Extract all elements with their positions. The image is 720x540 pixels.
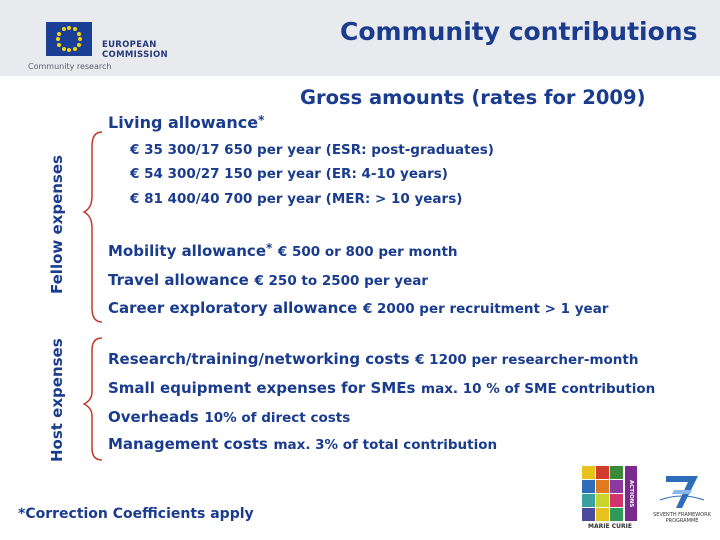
- eu-star-icon: [61, 27, 66, 32]
- mc-tile: [582, 466, 595, 479]
- eu-star-icon: [72, 27, 77, 32]
- overheads-row: Overheads 10% of direct costs: [108, 407, 350, 426]
- mobility-allowance-label: Mobility allowance: [108, 242, 266, 260]
- eu-star-icon: [61, 46, 66, 51]
- mc-side-label: ACTIONS: [625, 466, 637, 521]
- org-line1: EUROPEAN: [102, 40, 157, 50]
- eu-star-icon: [78, 37, 82, 41]
- management-row: Management costs max. 3% of total contri…: [108, 434, 497, 453]
- mc-tile: [596, 494, 609, 507]
- eu-star-icon: [67, 26, 71, 30]
- fp7-logo: [659, 476, 705, 508]
- travel-allowance-row: Travel allowance € 250 to 2500 per year: [108, 270, 428, 289]
- community-research-label: Community research: [28, 62, 112, 71]
- mc-tile: [596, 466, 609, 479]
- page-subtitle: Gross amounts (rates for 2009): [300, 86, 646, 109]
- eu-star-icon: [72, 46, 77, 51]
- header-band: [0, 0, 720, 76]
- research-costs-row: Research/training/networking costs € 120…: [108, 349, 638, 368]
- living-allowance-label: Living allowance*: [108, 113, 264, 132]
- eu-star-icon: [56, 37, 60, 41]
- mc-tile: [610, 480, 623, 493]
- mobility-allowance-row: Mobility allowance* € 500 or 800 per mon…: [108, 241, 458, 260]
- page-title: Community contributions: [340, 17, 698, 46]
- overheads-label: Overheads: [108, 408, 199, 426]
- equipment-row: Small equipment expenses for SMEs max. 1…: [108, 378, 655, 397]
- host-brace: [82, 337, 103, 461]
- eu-star-icon: [67, 48, 71, 52]
- travel-allowance-label: Travel allowance: [108, 271, 249, 289]
- career-allowance-label: Career exploratory allowance: [108, 299, 358, 317]
- section-braces: [82, 131, 103, 461]
- fellow-brace: [82, 131, 103, 323]
- eu-commission-wordmark: EUROPEAN COMMISSION: [102, 40, 168, 60]
- research-costs-label: Research/training/networking costs: [108, 350, 410, 368]
- footnote: *Correction Coefficients apply: [18, 506, 254, 522]
- career-allowance-row: Career exploratory allowance € 2000 per …: [108, 298, 608, 317]
- mobility-asterisk: *: [266, 241, 273, 255]
- mc-tile: [582, 508, 595, 521]
- living-rate-er: € 54 300/27 150 per year (ER: 4-10 years…: [130, 166, 448, 182]
- living-rate-esr: € 35 300/17 650 per year (ESR: post-grad…: [130, 142, 494, 158]
- management-label: Management costs: [108, 435, 268, 453]
- mc-tile: [610, 466, 623, 479]
- overheads-value: 10% of direct costs: [204, 410, 351, 426]
- travel-allowance-value: € 250 to 2500 per year: [254, 273, 429, 289]
- eu-star-icon: [76, 42, 81, 47]
- mobility-allowance-value: € 500 or 800 per month: [277, 244, 458, 260]
- equipment-label: Small equipment expenses for SMEs: [108, 379, 416, 397]
- eu-flag-logo: [46, 22, 92, 56]
- living-allowance-asterisk: *: [258, 113, 265, 127]
- fellow-expenses-label: Fellow expenses: [48, 155, 66, 294]
- mc-tile: [596, 480, 609, 493]
- host-expenses-label: Host expenses: [48, 338, 66, 462]
- equipment-value: max. 10 % of SME contribution: [421, 381, 656, 397]
- mc-tile: [596, 508, 609, 521]
- mc-tile: [582, 480, 595, 493]
- fp7-label: SEVENTH FRAMEWORK PROGRAMME: [646, 512, 718, 524]
- mc-tile: [610, 494, 623, 507]
- fp7-line2: PROGRAMME: [665, 518, 699, 524]
- fp7-line1: SEVENTH FRAMEWORK: [653, 512, 711, 518]
- eu-star-icon: [57, 42, 62, 47]
- management-value: max. 3% of total contribution: [273, 437, 498, 453]
- org-line2: COMMISSION: [102, 50, 168, 60]
- eu-star-icon: [76, 31, 81, 36]
- eu-star-icon: [57, 31, 62, 36]
- living-allowance-text: Living allowance: [108, 113, 259, 132]
- mc-tile: [610, 508, 623, 521]
- research-costs-value: € 1200 per researcher-month: [415, 352, 639, 368]
- career-allowance-value: € 2000 per recruitment > 1 year: [362, 301, 609, 317]
- living-rate-mer: € 81 400/40 700 per year (MER: > 10 year…: [130, 191, 463, 207]
- mc-tile: [582, 494, 595, 507]
- marie-curie-label: MARIE CURIE: [588, 523, 632, 530]
- marie-curie-logo: ACTIONS: [582, 466, 638, 522]
